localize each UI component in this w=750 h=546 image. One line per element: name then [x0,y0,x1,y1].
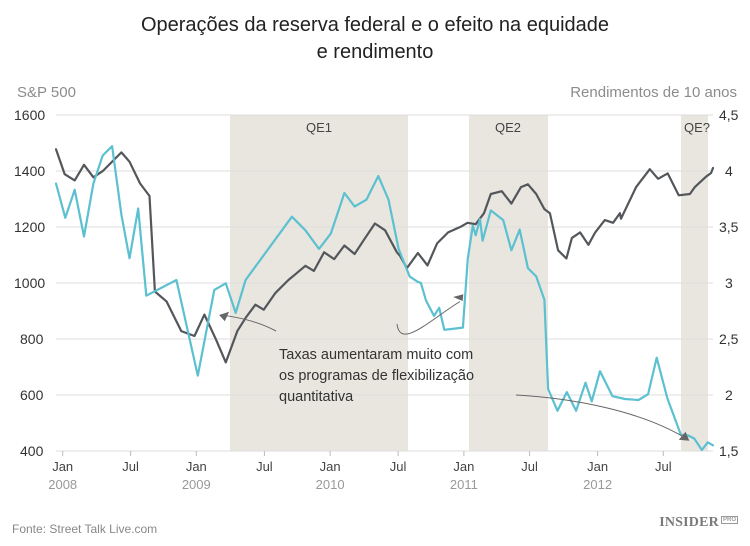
svg-text:QE?: QE? [684,120,710,135]
svg-text:Jul: Jul [655,459,672,474]
svg-text:2010: 2010 [316,477,345,492]
svg-text:2: 2 [725,387,733,403]
svg-text:Jan: Jan [320,459,341,474]
svg-text:800: 800 [20,331,44,347]
svg-text:1600: 1600 [14,107,45,123]
svg-text:Jul: Jul [521,459,538,474]
svg-text:4: 4 [725,163,733,179]
svg-text:quantitativa: quantitativa [279,389,354,405]
svg-text:1200: 1200 [14,219,45,235]
svg-text:1000: 1000 [14,275,45,291]
svg-text:2008: 2008 [48,477,77,492]
svg-text:Jul: Jul [390,459,407,474]
svg-text:Jan: Jan [186,459,207,474]
svg-text:3: 3 [725,275,733,291]
svg-text:400: 400 [20,443,44,459]
svg-text:2011: 2011 [450,477,478,492]
svg-text:Jul: Jul [256,459,273,474]
svg-text:Jan: Jan [52,459,73,474]
svg-text:3,5: 3,5 [719,219,739,235]
svg-text:600: 600 [20,387,44,403]
svg-text:Taxas aumentaram muito com: Taxas aumentaram muito com [279,347,473,363]
svg-text:2,5: 2,5 [719,331,739,347]
svg-text:1,5: 1,5 [719,443,739,459]
svg-text:os programas de flexibilização: os programas de flexibilização [279,368,474,384]
svg-text:Jan: Jan [587,459,608,474]
svg-text:Jul: Jul [122,459,139,474]
svg-text:2009: 2009 [182,477,211,492]
svg-text:2012: 2012 [583,477,612,492]
svg-text:QE1: QE1 [306,120,332,135]
svg-text:QE2: QE2 [495,120,521,135]
svg-text:Jan: Jan [453,459,474,474]
svg-text:4,5: 4,5 [719,107,739,123]
svg-text:1400: 1400 [14,163,45,179]
